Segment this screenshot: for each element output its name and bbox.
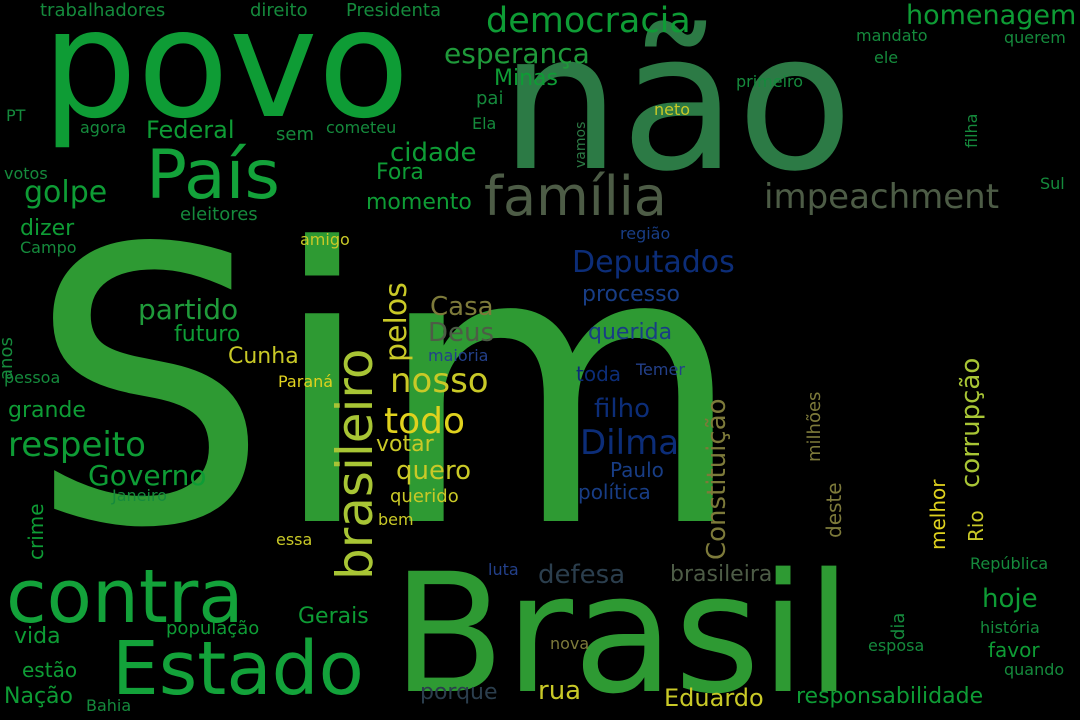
word-brasil: Brasil	[392, 538, 852, 720]
word-parana: Paraná	[278, 372, 334, 391]
word-vamos: vamos	[573, 121, 589, 168]
word-milhoes: milhões	[804, 391, 825, 462]
word-favor: favor	[988, 638, 1040, 662]
word-filha: filha	[962, 113, 981, 148]
word-momento: momento	[366, 190, 472, 215]
word-agora: agora	[80, 118, 127, 137]
word-querido: querido	[390, 486, 459, 507]
word-presidenta: Presidenta	[346, 0, 441, 21]
word-populacao: população	[166, 618, 260, 639]
word-pais: País	[146, 136, 280, 215]
word-mandato: mandato	[856, 26, 928, 45]
word-eleitores: eleitores	[180, 204, 258, 225]
word-cometeu: cometeu	[326, 118, 397, 137]
word-eduardo: Eduardo	[664, 684, 764, 712]
word-constituicao: Constituição	[702, 398, 732, 560]
word-filho: filho	[594, 394, 650, 424]
word-deus: Deus	[428, 318, 495, 348]
word-maioria: maioria	[428, 346, 489, 365]
word-federal: Federal	[146, 116, 235, 144]
word-paulo: Paulo	[610, 458, 664, 482]
word-gerais: Gerais	[298, 604, 369, 629]
word-dizer: dizer	[20, 216, 75, 241]
word-dilma: Dilma	[580, 423, 680, 463]
word-crime: crime	[24, 503, 48, 560]
word-sem: sem	[276, 124, 314, 145]
word-esperanca: esperança	[444, 37, 590, 70]
word-direito: direito	[250, 0, 308, 21]
word-partido: partido	[138, 293, 239, 326]
word-bem: bem	[378, 510, 414, 529]
word-sul: Sul	[1040, 174, 1065, 193]
word-familia: família	[484, 165, 667, 228]
word-nova: nova	[550, 634, 590, 653]
word-cidade: cidade	[390, 138, 477, 168]
word-regiao: região	[620, 224, 671, 243]
word-esposa: esposa	[868, 636, 925, 655]
word-votar: votar	[376, 432, 434, 457]
word-campo: Campo	[20, 238, 77, 257]
word-todo: todo	[384, 401, 466, 442]
word-querem: querem	[1004, 28, 1066, 47]
word-neto: neto	[654, 100, 691, 119]
word-impeachment: impeachment	[764, 177, 1000, 217]
word-governo: Governo	[88, 459, 207, 492]
word-brasileiro: brasileiro	[326, 348, 384, 580]
word-casa: Casa	[430, 292, 494, 322]
word-minas: Minas	[494, 66, 558, 91]
word-fora: Fora	[376, 160, 424, 185]
word-golpe: golpe	[24, 175, 108, 210]
word-trabalhadores: trabalhadores	[40, 0, 166, 21]
word-nosso: nosso	[390, 361, 489, 401]
word-historia: história	[980, 618, 1040, 637]
word-sim: Sim	[28, 168, 745, 611]
word-ela: Ela	[472, 114, 497, 133]
word-porque: porque	[420, 680, 498, 705]
word-quero: quero	[396, 456, 472, 486]
word-corrupcao: corrupção	[956, 357, 986, 488]
word-vida: vida	[14, 624, 61, 649]
word-nao: não	[500, 0, 854, 213]
word-estado: Estado	[112, 626, 364, 712]
word-amigo: amigo	[300, 230, 350, 249]
word-votos: votos	[4, 164, 48, 183]
word-defesa: defesa	[538, 560, 626, 590]
word-toda: toda	[576, 362, 622, 386]
word-temer: Temer	[636, 360, 685, 379]
word-contra: contra	[6, 554, 244, 640]
word-rio: Rio	[964, 510, 988, 542]
word-respeito: respeito	[8, 425, 146, 465]
word-republica: República	[970, 554, 1049, 573]
word-politica: política	[578, 480, 651, 504]
word-nacao: Nação	[4, 684, 73, 709]
word-cunha: Cunha	[228, 344, 299, 369]
word-estao: estão	[22, 658, 78, 682]
word-ele: ele	[874, 48, 899, 67]
word-grande: grande	[8, 398, 86, 423]
word-homenagem: homenagem	[906, 0, 1077, 31]
word-pai: pai	[476, 88, 504, 109]
word-primeiro: primeiro	[736, 72, 804, 91]
word-luta: luta	[488, 560, 519, 579]
word-deputados: Deputados	[572, 245, 735, 280]
word-futuro: futuro	[174, 322, 241, 347]
word-essa: essa	[276, 530, 313, 549]
word-melhor: melhor	[926, 479, 950, 550]
word-hoje: hoje	[982, 584, 1038, 614]
word-pelos: pelos	[379, 282, 414, 362]
word-rua: rua	[538, 676, 582, 706]
word-responsabilidade: responsabilidade	[796, 684, 984, 709]
word-pessoa: pessoa	[4, 368, 61, 387]
word-processo: processo	[582, 282, 681, 307]
word-democracia: democracia	[486, 1, 691, 41]
word-bahia: Bahia	[86, 696, 132, 715]
word-brasileira: brasileira	[670, 562, 773, 587]
word-quando: quando	[1004, 660, 1065, 679]
word-janeiro: Janeiro	[112, 486, 167, 505]
word-pt: PT	[6, 106, 26, 125]
word-querida: querida	[588, 320, 673, 345]
word-povo: povo	[42, 0, 410, 152]
word-deste: deste	[822, 482, 846, 538]
